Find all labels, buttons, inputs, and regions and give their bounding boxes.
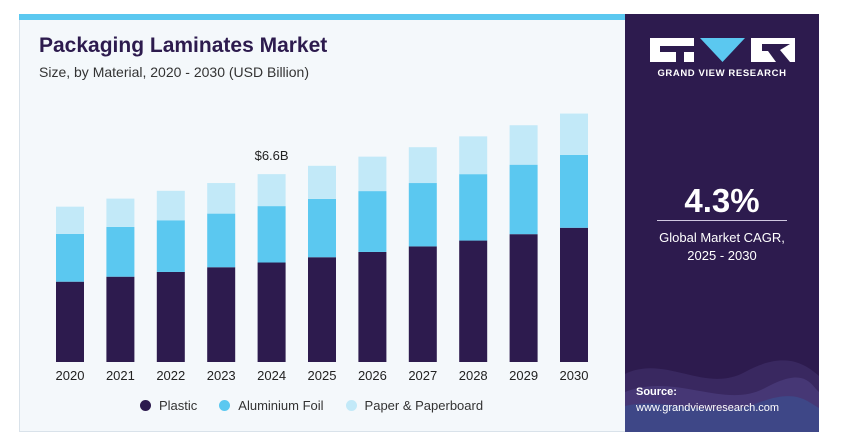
cagr-label-line2: 2025 - 2030 [687, 248, 757, 263]
bar-2026-plastic [358, 251, 387, 362]
cagr-label-line1: Global Market CAGR, [659, 230, 785, 245]
x-tick-label-2029: 2029 [509, 368, 538, 383]
cagr-label: Global Market CAGR, 2025 - 2030 [625, 229, 819, 265]
bar-2020-paper-paperboard [56, 206, 84, 234]
bar-2025-paper-paperboard [308, 165, 336, 199]
bar-2026-paper-paperboard [358, 156, 387, 192]
legend-label-paper: Paper & Paperboard [364, 398, 484, 413]
bar-2030-aluminium-foil [560, 154, 588, 228]
x-tick-label-2026: 2026 [358, 368, 387, 383]
legend-label-plastic: Plastic [159, 398, 198, 413]
bar-2022-plastic [156, 271, 185, 362]
bar-2023-plastic [207, 267, 236, 362]
bar-2026-aluminium-foil [358, 191, 387, 252]
legend-item-paper: Paper & Paperboard [345, 398, 484, 413]
bar-2027-paper-paperboard [408, 147, 437, 184]
legend-dot-aluminium-foil [219, 400, 231, 411]
x-tick-label-2020: 2020 [56, 368, 85, 383]
bar-2028-plastic [459, 240, 488, 362]
bar-2028-aluminium-foil [459, 174, 488, 241]
wave-decoration [625, 360, 819, 432]
data-label-2024: $6.6B [255, 148, 289, 163]
stacked-bar-chart: 2020 2021 2022 2023 2024 $6.6B 2025 2026 2027 202… [56, 113, 589, 383]
x-tick-label-2025: 2025 [308, 368, 337, 383]
bar-2027-aluminium-foil [408, 183, 437, 247]
bar-2028-paper-paperboard [459, 136, 488, 175]
chart-legend: Plastic Aluminium Foil Paper & Paperboar… [140, 398, 505, 413]
side-panel: GRAND VIEW RESEARCH 4.3% Global Market C… [625, 14, 819, 432]
source-label: Source: [636, 386, 677, 398]
chart-title: Packaging Laminates Market [39, 34, 328, 57]
x-tick-label-2027: 2027 [408, 368, 437, 383]
bar-2030-plastic [560, 227, 588, 362]
x-tick-label-2030: 2030 [560, 368, 589, 383]
cagr-divider [657, 220, 787, 221]
x-tick-label-2021: 2021 [106, 368, 135, 383]
cagr-value: 4.3% [684, 182, 760, 219]
x-tick-label-2024: 2024 [257, 368, 286, 383]
gvr-logo-icon [650, 38, 795, 62]
legend-dot-paper [345, 400, 357, 411]
bar-2029-paper-paperboard [509, 125, 538, 165]
bar-2024-aluminium-foil [257, 206, 286, 263]
bar-2025-plastic [308, 257, 336, 362]
chart-subtitle: Size, by Material, 2020 - 2030 (USD Bill… [39, 64, 310, 80]
legend-label-aluminium-foil: Aluminium Foil [238, 398, 324, 413]
bar-2020-plastic [56, 281, 84, 362]
bar-2030-paper-paperboard [560, 113, 588, 155]
bar-2024-plastic [257, 262, 286, 362]
bar-2022-aluminium-foil [156, 220, 185, 272]
bar-2024-paper-paperboard [257, 174, 286, 207]
legend-item-plastic: Plastic [140, 398, 197, 413]
bar-2029-aluminium-foil [509, 164, 538, 235]
bar-2021-plastic [106, 276, 135, 362]
bar-2021-paper-paperboard [106, 198, 135, 227]
bar-2023-aluminium-foil [207, 213, 236, 268]
x-tick-label-2023: 2023 [207, 368, 236, 383]
source-url[interactable]: www.grandviewresearch.com [636, 402, 780, 414]
bar-2021-aluminium-foil [106, 226, 135, 277]
bar-2027-plastic [408, 246, 437, 362]
legend-dot-plastic [140, 400, 151, 411]
legend-item-aluminium-foil: Aluminium Foil [219, 398, 324, 413]
bar-2022-paper-paperboard [156, 190, 185, 221]
x-tick-label-2028: 2028 [459, 368, 488, 383]
accent-bar [19, 14, 625, 20]
bar-2020-aluminium-foil [56, 233, 84, 282]
brand-name: GRAND VIEW RESEARCH [657, 68, 787, 79]
bar-2025-aluminium-foil [308, 198, 336, 258]
bar-2029-plastic [509, 234, 538, 362]
bar-2023-paper-paperboard [207, 183, 236, 214]
x-tick-label-2022: 2022 [156, 368, 185, 383]
